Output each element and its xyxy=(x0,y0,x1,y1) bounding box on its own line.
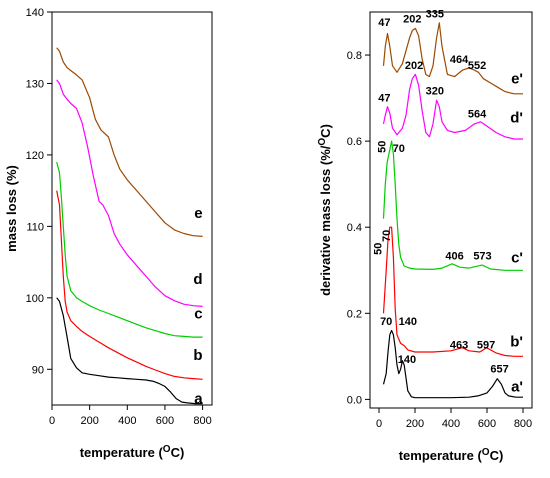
peak-label: 552 xyxy=(468,60,486,72)
y-axis-title: derivative mass loss (%/OC) xyxy=(317,124,333,296)
x-tick-label: 0 xyxy=(376,418,382,430)
series-line-e xyxy=(56,47,203,237)
peak-label: 564 xyxy=(468,108,487,120)
series-label-a: a xyxy=(194,391,203,408)
y-tick-label: 120 xyxy=(26,150,44,162)
y-tick-label: 0.0 xyxy=(347,394,362,406)
series-label-c: c xyxy=(194,306,202,323)
peak-label: 464 xyxy=(450,54,469,66)
x-axis-title: temperature (OC) xyxy=(80,444,185,460)
x-tick-label: 200 xyxy=(80,415,98,427)
peak-label: 70 xyxy=(380,316,392,328)
x-tick-label: 800 xyxy=(193,415,211,427)
series-label-bp: b' xyxy=(510,333,523,350)
x-tick-label: 800 xyxy=(514,418,532,430)
y-tick-label: 0.2 xyxy=(347,308,362,320)
peak-label: 597 xyxy=(477,340,495,352)
series-label-b: b xyxy=(193,347,202,364)
series-label-ap: a' xyxy=(511,378,523,395)
peak-label: 140 xyxy=(399,316,417,328)
y-tick-label: 140 xyxy=(26,7,44,19)
x-tick-label: 0 xyxy=(49,415,55,427)
peak-label: 50 xyxy=(376,141,388,153)
series-line-ap xyxy=(382,329,523,399)
series-line-ep xyxy=(382,22,523,95)
y-tick-label: 130 xyxy=(26,78,44,90)
peak-label: 335 xyxy=(426,9,444,21)
y-axis-title: mass loss (%) xyxy=(4,165,19,252)
series-line-a xyxy=(56,297,203,405)
series-line-bp xyxy=(382,226,523,357)
y-tick-label: 90 xyxy=(32,364,44,376)
series-line-d xyxy=(56,79,203,307)
panel-left: 0 200 400 600 800 90 100 110 120 130 140 temperatur… xyxy=(4,7,213,460)
x-axis-title: temperature (OC) xyxy=(399,447,504,463)
plot-frame xyxy=(51,11,213,406)
peak-label: 50 xyxy=(373,243,385,255)
peak-label: 573 xyxy=(473,251,491,263)
series-label-ep: e' xyxy=(511,71,523,88)
series-label-dp: d' xyxy=(510,109,523,126)
x-tick-label: 600 xyxy=(156,415,174,427)
y-tick-label: 0.8 xyxy=(347,50,362,62)
panel-right: 0 200 400 600 800 0.0 0.2 0.4 0.6 0.8 temperature … xyxy=(317,9,533,463)
peak-label: 70 xyxy=(393,143,405,155)
x-tick-label: 600 xyxy=(478,418,496,430)
series-line-c xyxy=(56,161,203,338)
peak-label: 406 xyxy=(445,251,463,263)
series-label-cp: c' xyxy=(511,249,523,266)
x-tick-label: 200 xyxy=(406,418,424,430)
peak-label: 47 xyxy=(378,93,390,105)
x-tick-label: 400 xyxy=(118,415,136,427)
series-line-cp xyxy=(382,140,523,271)
y-tick-label: 110 xyxy=(26,221,44,233)
peak-label: 657 xyxy=(490,364,508,376)
peak-label: 202 xyxy=(405,60,423,72)
series-label-d: d xyxy=(193,271,202,288)
peak-label: 140 xyxy=(398,354,416,366)
peak-label: 463 xyxy=(450,340,468,352)
series-line-dp xyxy=(382,73,523,140)
y-tick-label: 100 xyxy=(26,293,44,305)
peak-label: 70 xyxy=(381,230,393,242)
peak-label: 47 xyxy=(378,17,390,29)
y-tick-label: 0.4 xyxy=(347,222,362,234)
y-tick-label: 0.6 xyxy=(347,136,362,148)
peak-label: 202 xyxy=(403,13,421,25)
x-tick-label: 400 xyxy=(442,418,460,430)
series-line-b xyxy=(56,190,203,380)
peak-label: 320 xyxy=(426,86,444,98)
series-label-e: e xyxy=(194,205,202,222)
